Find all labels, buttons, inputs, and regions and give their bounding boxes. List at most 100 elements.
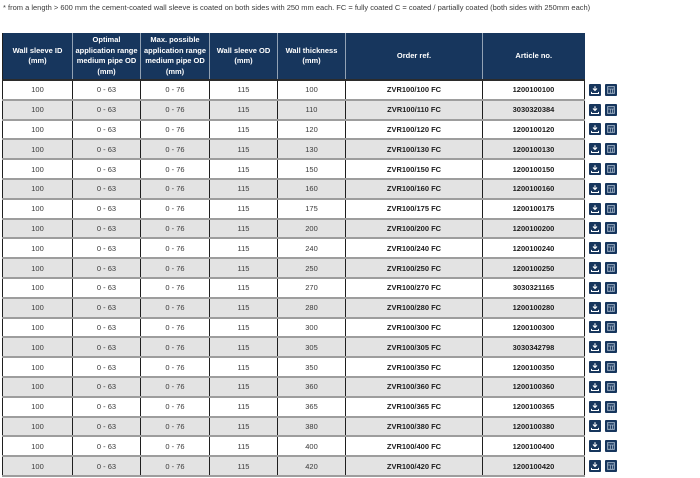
cell-order-ref: ZVR100/365 FC xyxy=(345,396,483,418)
grid-button[interactable] xyxy=(605,420,618,433)
download-button[interactable] xyxy=(589,341,601,354)
cell-wall-sleeve-id: 100 xyxy=(2,416,73,438)
grid-icon xyxy=(607,105,615,114)
grid-button[interactable] xyxy=(605,281,618,294)
grid-button[interactable] xyxy=(605,262,618,275)
grid-button[interactable] xyxy=(605,83,618,96)
cell-order-ref: ZVR100/110 FC xyxy=(345,99,483,121)
download-button[interactable] xyxy=(589,262,601,275)
cell-optimal-range: 0 - 63 xyxy=(72,218,141,240)
grid-button[interactable] xyxy=(605,182,618,195)
cell-optimal-range: 0 - 63 xyxy=(72,80,141,101)
cell-article-no: 1200100250 xyxy=(482,258,585,279)
grid-button[interactable] xyxy=(605,242,618,255)
grid-icon xyxy=(607,284,615,292)
cell-order-ref: ZVR100/150 FC xyxy=(345,159,483,180)
download-button[interactable] xyxy=(589,242,601,255)
cell-optimal-range: 0 - 63 xyxy=(72,238,141,260)
download-button[interactable] xyxy=(589,202,601,215)
grid-button[interactable] xyxy=(605,460,618,473)
grid-button[interactable] xyxy=(605,361,618,374)
download-button[interactable] xyxy=(589,163,601,176)
cell-optimal-range: 0 - 63 xyxy=(72,396,141,418)
download-button[interactable] xyxy=(589,281,601,294)
grid-button[interactable] xyxy=(605,380,618,393)
cell-wall-sleeve-id: 100 xyxy=(2,99,73,121)
grid-button[interactable] xyxy=(605,143,618,156)
grid-icon xyxy=(607,224,615,233)
col-header-wall-sleeve-od: Wall sleeve OD (mm) xyxy=(209,33,278,81)
download-button[interactable] xyxy=(589,420,601,433)
cell-max-range: 0 - 76 xyxy=(140,218,210,240)
cell-article-no: 1200100300 xyxy=(482,317,585,339)
cell-wall-sleeve-id: 100 xyxy=(2,258,73,279)
grid-button[interactable] xyxy=(605,202,618,215)
table-row: 100 0 - 63 0 - 76 115 305 ZVR100/305 FC … xyxy=(2,337,623,359)
cell-order-ref: ZVR100/305 FC xyxy=(345,337,483,359)
grid-button[interactable] xyxy=(605,222,618,235)
download-icon xyxy=(591,402,599,411)
row-actions xyxy=(584,258,623,278)
download-button[interactable] xyxy=(589,301,601,314)
download-button[interactable] xyxy=(589,103,601,116)
grid-icon xyxy=(607,402,615,411)
download-button[interactable] xyxy=(589,361,601,374)
download-button[interactable] xyxy=(589,460,601,473)
grid-button[interactable] xyxy=(605,301,618,314)
cell-wall-sleeve-id: 100 xyxy=(2,198,73,220)
download-icon xyxy=(591,323,599,332)
download-button[interactable] xyxy=(589,222,601,235)
cell-wall-thickness: 280 xyxy=(277,297,346,319)
download-icon xyxy=(591,145,599,154)
cell-article-no: 1200100420 xyxy=(482,456,585,477)
row-actions xyxy=(584,238,623,259)
cell-max-range: 0 - 76 xyxy=(140,198,210,220)
row-actions xyxy=(584,357,623,377)
table-row: 100 0 - 63 0 - 76 115 250 ZVR100/250 FC … xyxy=(2,258,623,279)
cell-optimal-range: 0 - 63 xyxy=(72,357,141,378)
download-button[interactable] xyxy=(589,380,601,393)
download-button[interactable] xyxy=(589,83,601,96)
table-row: 100 0 - 63 0 - 76 115 270 ZVR100/270 FC … xyxy=(2,277,623,299)
cell-wall-sleeve-od: 115 xyxy=(209,198,278,220)
grid-button[interactable] xyxy=(605,341,618,354)
cell-article-no: 1200100200 xyxy=(482,218,585,240)
download-button[interactable] xyxy=(589,123,601,136)
download-button[interactable] xyxy=(589,440,601,453)
cell-wall-thickness: 380 xyxy=(277,416,346,438)
cell-wall-sleeve-id: 100 xyxy=(2,436,73,458)
grid-button[interactable] xyxy=(605,440,618,453)
row-actions xyxy=(584,337,623,358)
row-actions xyxy=(584,99,623,120)
header-row: Wall sleeve ID (mm) Optimal application … xyxy=(2,33,623,81)
grid-button[interactable] xyxy=(605,103,618,116)
download-button[interactable] xyxy=(589,321,601,334)
download-button[interactable] xyxy=(589,400,601,413)
cell-wall-sleeve-id: 100 xyxy=(2,396,73,418)
grid-icon xyxy=(607,343,615,352)
cell-article-no: 3030320384 xyxy=(482,99,585,121)
grid-button[interactable] xyxy=(605,123,618,136)
download-icon xyxy=(591,86,599,94)
cell-wall-sleeve-id: 100 xyxy=(2,178,73,200)
cell-max-range: 0 - 76 xyxy=(140,456,210,477)
cell-order-ref: ZVR100/250 FC xyxy=(345,258,483,279)
cell-wall-sleeve-od: 115 xyxy=(209,456,278,477)
cell-max-range: 0 - 76 xyxy=(140,396,210,418)
grid-button[interactable] xyxy=(605,163,618,176)
row-actions xyxy=(584,198,623,219)
cell-optimal-range: 0 - 63 xyxy=(72,297,141,319)
cell-wall-sleeve-id: 100 xyxy=(2,119,73,141)
download-icon xyxy=(591,462,599,471)
cell-wall-sleeve-od: 115 xyxy=(209,139,278,161)
grid-button[interactable] xyxy=(605,400,618,413)
grid-icon xyxy=(607,264,615,272)
download-button[interactable] xyxy=(589,182,601,195)
download-icon xyxy=(591,224,599,233)
cell-wall-sleeve-od: 115 xyxy=(209,297,278,319)
row-actions xyxy=(584,218,623,239)
cell-article-no: 1200100150 xyxy=(482,159,585,180)
cell-order-ref: ZVR100/360 FC xyxy=(345,376,483,398)
download-button[interactable] xyxy=(589,143,601,156)
grid-button[interactable] xyxy=(605,321,618,334)
